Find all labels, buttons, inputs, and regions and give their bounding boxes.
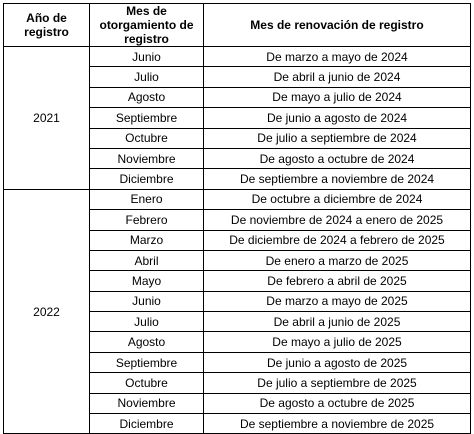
grant-month-cell: Agosto [89, 331, 204, 353]
table-body: 2021 Junio De marzo a mayo de 2024 Julio… [3, 45, 471, 434]
renewal-cell: De abril a junio de 2024 [203, 66, 471, 88]
renewal-cell: De marzo a mayo de 2024 [203, 45, 471, 68]
grant-month-cell: Julio [89, 311, 204, 333]
renewal-cell: De febrero a abril de 2025 [203, 270, 471, 292]
grant-month-cell: Septiembre [89, 107, 204, 129]
renewal-cell: De junio a agosto de 2025 [203, 351, 471, 374]
renewal-cell: De abril a junio de 2025 [203, 311, 471, 333]
renewal-cell: De julio a septiembre de 2024 [203, 127, 471, 149]
table-row: Abril De enero a marzo de 2025 [4, 249, 471, 272]
header-renewal-month: Mes de renovación de registro [203, 3, 471, 47]
renewal-cell: De agosto a octubre de 2025 [203, 392, 471, 415]
grant-month-cell: Octubre [89, 127, 204, 149]
grant-month-cell: Noviembre [89, 392, 204, 415]
renewal-cell: De mayo a julio de 2025 [203, 331, 471, 353]
grant-month-cell: Enero [89, 188, 204, 211]
table-row: Septiembre De junio a agosto de 2024 [4, 107, 471, 129]
grant-month-cell: Diciembre [89, 168, 204, 190]
grant-month-cell: Junio [89, 45, 204, 68]
table-header-row: Año de registro Mes de otorgamiento de r… [3, 3, 471, 47]
renewal-cell: De septiembre a noviembre de 2024 [203, 168, 471, 190]
renewal-cell: De mayo a julio de 2024 [203, 86, 471, 109]
renewal-schedule-table: Año de registro Mes de otorgamiento de r… [3, 3, 471, 434]
grant-month-cell: Julio [89, 66, 204, 88]
renewal-cell: De marzo a mayo de 2025 [203, 290, 471, 313]
header-grant-month: Mes de otorgamiento de registro [89, 3, 204, 47]
renewal-cell: De octubre a diciembre de 2024 [203, 188, 471, 211]
table-row: Marzo De diciembre de 2024 a febrero de … [4, 229, 471, 251]
table-row: Noviembre De agosto a octubre de 2024 [4, 147, 471, 170]
table-row: Febrero De noviembre de 2024 a enero de … [4, 209, 471, 231]
table-row: Agosto De mayo a julio de 2024 [4, 86, 471, 109]
renewal-cell: De agosto a octubre de 2024 [203, 147, 471, 170]
grant-month-cell: Marzo [89, 229, 204, 251]
grant-month-cell: Febrero [89, 209, 204, 231]
renewal-cell: De diciembre de 2024 a febrero de 2025 [203, 229, 471, 251]
table-row: 2021 Junio De marzo a mayo de 2024 [3, 45, 471, 190]
renewal-cell: De noviembre de 2024 a enero de 2025 [203, 209, 471, 231]
header-year: Año de registro [3, 3, 90, 47]
grant-month-cell: Junio [89, 290, 204, 313]
grant-month-cell: Septiembre [89, 351, 204, 374]
grant-month-cell: Octubre [89, 372, 204, 394]
grant-month-cell: Agosto [89, 86, 204, 109]
renewal-cell: De julio a septiembre de 2025 [203, 372, 471, 394]
table-row: Junio De marzo a mayo de 2025 [4, 290, 471, 313]
renewal-cell: De junio a agosto de 2024 [203, 107, 471, 129]
grant-month-cell: Mayo [89, 270, 204, 292]
renewal-cell: De enero a marzo de 2025 [203, 249, 471, 272]
grant-month-cell: Noviembre [89, 147, 204, 170]
table-row: Agosto De mayo a julio de 2025 [4, 331, 471, 353]
grant-month-cell: Abril [89, 249, 204, 272]
table-row: 2022 Enero De octubre a diciembre de 202… [3, 188, 471, 434]
table-row: Mayo De febrero a abril de 2025 [4, 270, 471, 292]
year-cell: 2021 [3, 46, 90, 190]
year-cell: 2022 [3, 188, 90, 434]
